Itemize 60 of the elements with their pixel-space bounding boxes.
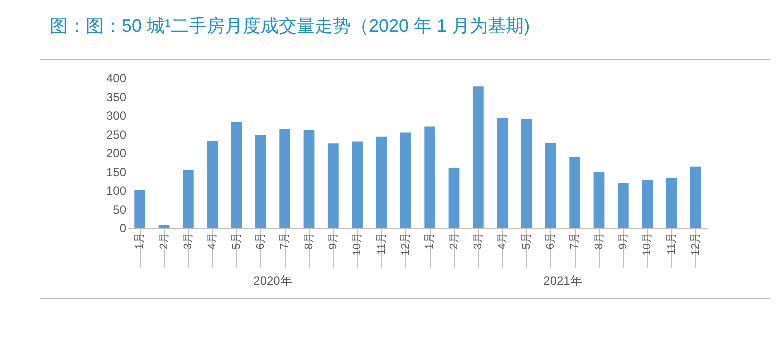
bar [134,190,146,228]
x-tick-label: 11月 [666,232,678,255]
x-tick-label: 11月 [376,232,388,255]
bar [207,141,218,228]
bar [304,130,315,228]
x-tick-label: 6月 [544,232,557,250]
bar [594,172,605,228]
x-tick-label: 7月 [279,232,292,250]
x-tick-label: 7月 [569,232,582,250]
y-tick-label: 350 [106,90,127,104]
bar [231,122,242,228]
y-tick-label: 150 [106,165,127,180]
x-tick-label: 1月 [424,232,436,250]
bar [545,143,556,228]
bar [182,170,194,228]
bar [328,144,339,228]
bar [497,118,508,228]
text: 2020年 [254,274,292,288]
y-tick-label: 250 [106,128,127,142]
y-tick-label: 400 [106,72,127,86]
x-tick-label: 10月 [642,232,654,256]
bar [352,142,364,228]
x-tick-label: 8月 [593,232,606,250]
x-tick-label: 9月 [617,232,630,250]
bar [690,166,702,228]
x-tick-label: 5月 [230,232,243,250]
bar [618,183,629,228]
bar [255,135,266,228]
x-tick-label: 3月 [182,232,194,250]
bar [376,136,388,228]
x-tick-label: 5月 [520,232,533,250]
bar [158,225,170,228]
bar [448,168,460,228]
x-tick-label: 9月 [327,232,340,250]
y-tick-label: 100 [106,184,127,198]
x-tick-label: 3月 [472,232,484,250]
x-tick-label: 12月 [400,232,412,256]
x-tick-label: 2月 [448,232,460,250]
x-tick-label: 8月 [303,232,316,250]
chart-title: 图：图：50 城¹二手房月度成交量走势（2020 年 1 月为基期) [50,15,530,38]
x-tick-label: 4月 [496,232,509,250]
y-tick-label: 300 [106,109,127,123]
x-tick-label: 10月 [352,232,364,256]
bar [280,129,291,228]
y-tick-label: 0 [120,222,127,236]
bar [642,180,654,228]
bar [424,126,436,228]
x-tick-label: 12月 [690,232,702,256]
x-tick-label: 4月 [206,232,219,250]
bar [472,86,484,228]
y-tick-label: 200 [106,146,127,160]
bar [400,132,412,228]
bar [570,158,581,228]
text: 2021年 [544,274,582,288]
x-tick-label: 1月 [134,232,146,250]
bar [666,178,678,228]
x-tick-label: 6月 [254,232,267,250]
x-tick-label: 2月 [158,232,170,250]
y-tick-label: 50 [113,202,127,217]
bar [521,119,532,228]
